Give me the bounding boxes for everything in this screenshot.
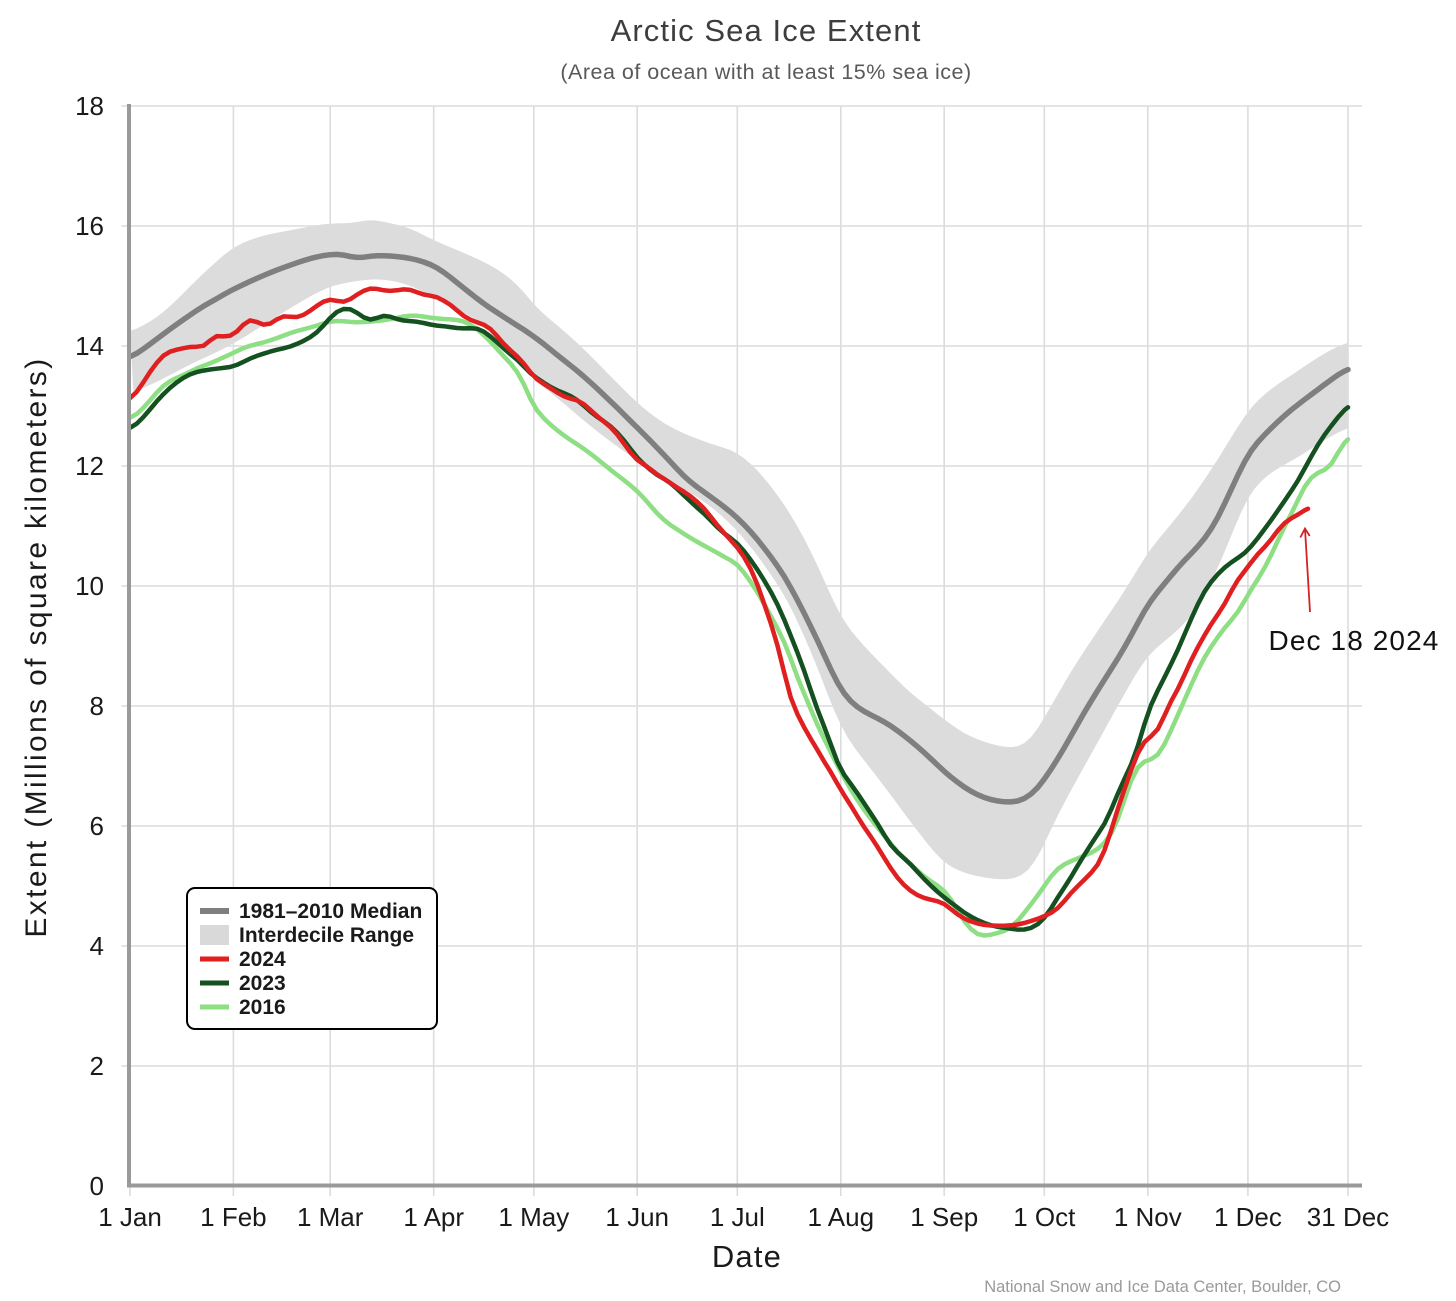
svg-text:2024: 2024 <box>239 948 286 971</box>
svg-text:1 May: 1 May <box>498 1202 569 1232</box>
svg-text:16: 16 <box>75 211 104 241</box>
svg-text:14: 14 <box>75 331 104 361</box>
svg-text:Arctic Sea Ice Extent: Arctic Sea Ice Extent <box>611 13 922 48</box>
svg-text:2023: 2023 <box>239 972 286 995</box>
svg-text:6: 6 <box>90 811 104 841</box>
svg-text:4: 4 <box>90 931 104 961</box>
svg-text:(Area of ocean with at least 1: (Area of ocean with at least 15% sea ice… <box>560 60 971 84</box>
svg-text:1 Feb: 1 Feb <box>200 1202 267 1232</box>
svg-text:1 Apr: 1 Apr <box>403 1202 464 1232</box>
svg-text:Date: Date <box>712 1239 782 1274</box>
svg-text:12: 12 <box>75 451 104 481</box>
svg-text:1981–2010 Median: 1981–2010 Median <box>239 900 422 923</box>
svg-text:2016: 2016 <box>239 996 286 1019</box>
svg-text:1 Mar: 1 Mar <box>297 1202 364 1232</box>
svg-text:8: 8 <box>90 691 104 721</box>
svg-text:2: 2 <box>90 1051 104 1081</box>
svg-text:Interdecile Range: Interdecile Range <box>239 924 414 947</box>
svg-text:National Snow and Ice Data Cen: National Snow and Ice Data Center, Bould… <box>984 1278 1341 1296</box>
svg-text:1 Aug: 1 Aug <box>808 1202 875 1232</box>
svg-text:1 Sep: 1 Sep <box>910 1202 978 1232</box>
svg-text:Extent (Millions of square kil: Extent (Millions of square kilometers) <box>20 356 53 937</box>
svg-text:1 Oct: 1 Oct <box>1013 1202 1076 1232</box>
svg-text:0: 0 <box>90 1171 104 1201</box>
svg-text:18: 18 <box>75 91 104 121</box>
svg-text:Dec 18 2024: Dec 18 2024 <box>1269 625 1440 656</box>
svg-text:31 Dec: 31 Dec <box>1307 1202 1389 1232</box>
svg-text:10: 10 <box>75 571 104 601</box>
svg-text:1 Jan: 1 Jan <box>98 1202 162 1232</box>
svg-text:1 Jul: 1 Jul <box>710 1202 765 1232</box>
svg-text:1 Jun: 1 Jun <box>605 1202 669 1232</box>
svg-text:1 Dec: 1 Dec <box>1214 1202 1282 1232</box>
svg-text:1 Nov: 1 Nov <box>1114 1202 1182 1232</box>
